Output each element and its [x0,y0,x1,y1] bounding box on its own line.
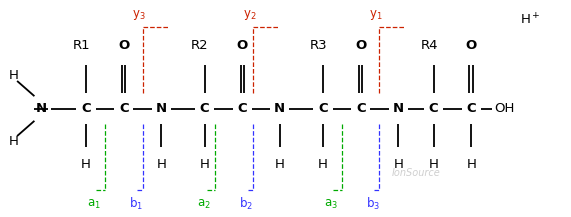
Text: y$_{1}$: y$_{1}$ [369,8,383,22]
Text: R1: R1 [73,39,90,53]
Text: C: C [200,102,210,115]
Text: H$^+$: H$^+$ [520,12,541,28]
Text: R2: R2 [191,39,209,53]
Text: O: O [118,39,130,53]
Text: O: O [465,39,477,53]
Text: H: H [429,158,439,171]
Text: b$_{3}$: b$_{3}$ [365,196,380,212]
Text: N: N [156,102,167,115]
Text: a$_{1}$: a$_{1}$ [87,198,100,211]
Text: H: H [467,158,476,171]
Text: b$_{2}$: b$_{2}$ [239,196,253,212]
Text: C: C [318,102,328,115]
Text: C: C [429,102,439,115]
Text: C: C [119,102,128,115]
Text: N: N [393,102,404,115]
Text: C: C [81,102,91,115]
Text: H: H [200,158,210,171]
Text: N: N [274,102,286,115]
Text: C: C [356,102,365,115]
Text: H: H [9,135,18,148]
Text: H: H [393,158,403,171]
Text: IonSource: IonSource [392,168,441,178]
Text: R4: R4 [420,39,438,53]
Text: O: O [236,39,248,53]
Text: O: O [355,39,367,53]
Text: R3: R3 [309,39,327,53]
Text: N: N [36,102,47,115]
Text: H: H [275,158,285,171]
Text: a$_{2}$: a$_{2}$ [197,198,211,211]
Text: y$_{3}$: y$_{3}$ [132,8,146,22]
Text: H: H [9,69,18,82]
Text: OH: OH [494,102,514,115]
Text: y$_{2}$: y$_{2}$ [243,8,256,22]
Text: H: H [81,158,91,171]
Text: H: H [156,158,166,171]
Text: b$_{1}$: b$_{1}$ [128,196,143,212]
Text: C: C [238,102,247,115]
Text: H: H [318,158,328,171]
Text: C: C [467,102,476,115]
Text: a$_{3}$: a$_{3}$ [324,198,337,211]
